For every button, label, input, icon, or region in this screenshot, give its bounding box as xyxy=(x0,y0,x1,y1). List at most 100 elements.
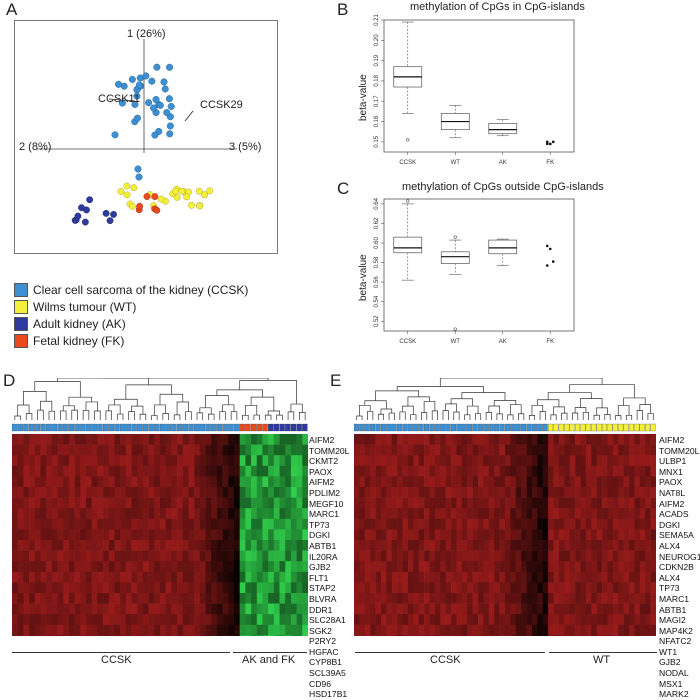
pca-point-ccsk xyxy=(152,95,160,103)
heatmap-d-cell xyxy=(256,582,263,594)
heatmap-e-cell xyxy=(569,476,576,488)
heatmap-e-sample-strip-cell xyxy=(423,423,430,432)
heatmap-d-cell xyxy=(131,476,138,488)
heatmap-e-cell xyxy=(548,614,554,626)
heatmap-e-cell xyxy=(375,561,382,573)
heatmap-e-cell xyxy=(386,518,393,530)
heatmap-e-cell xyxy=(461,561,468,573)
heatmap-d-cell xyxy=(194,529,201,541)
heatmap-d-cell xyxy=(125,465,132,477)
heatmap-d-cell xyxy=(222,603,229,615)
heatmap-e-cell xyxy=(386,593,393,604)
heatmap-d-cell xyxy=(262,603,269,615)
panel-letter-c: C xyxy=(337,179,350,198)
heatmap-d-gene-label: CYP8B1 xyxy=(309,657,342,668)
heatmap-d-dendrogram-branch xyxy=(250,396,275,412)
heatmap-e-cell xyxy=(564,529,571,541)
heatmap-e-cell xyxy=(596,624,603,636)
heatmap-d-cell xyxy=(188,540,195,551)
heatmap-d-cell xyxy=(177,593,184,604)
heatmap-e-dendrogram-branch xyxy=(364,400,387,409)
heatmap-d-cell xyxy=(80,455,87,467)
heatmap-e-cell xyxy=(629,434,635,445)
heatmap-e-cell xyxy=(456,434,463,445)
heatmap-e-cell xyxy=(629,508,635,520)
heatmap-d-cell xyxy=(17,444,24,456)
heatmap-e-cell xyxy=(623,550,630,562)
heatmap-e-cell xyxy=(451,582,457,594)
heatmap-e-sample-strip-cell xyxy=(650,423,656,432)
boxplot-b-frame xyxy=(383,19,575,153)
heatmap-e-cell xyxy=(445,561,452,573)
heatmap-e-cell xyxy=(634,508,641,520)
heatmap-d-cell xyxy=(97,582,104,594)
heatmap-e-cell xyxy=(407,603,414,615)
heatmap-e-gene-label: MNX1 xyxy=(659,466,683,477)
heatmap-d-cell xyxy=(290,561,297,573)
heatmap-d-cell xyxy=(23,497,30,509)
heatmap-e-cell xyxy=(596,518,603,530)
heatmap-d-cell xyxy=(302,508,308,520)
heatmap-d-cell xyxy=(296,508,303,520)
heatmap-d-cell xyxy=(262,593,269,604)
heatmap-e-cell xyxy=(515,550,522,562)
heatmap-e-cell xyxy=(483,593,490,604)
heatmap-e-cell xyxy=(364,582,371,594)
heatmap-e-cell xyxy=(440,571,446,583)
heatmap-e-cell xyxy=(456,614,463,626)
pca-point-wt xyxy=(206,187,214,195)
heatmap-e-cell xyxy=(558,571,565,583)
heatmap-d-cell xyxy=(199,593,206,604)
heatmap-e-cell xyxy=(391,561,398,573)
heatmap-e-cell xyxy=(402,497,409,509)
pca-point-ccsk xyxy=(118,99,126,107)
heatmap-e-cell xyxy=(580,603,587,615)
heatmap-e-dendrogram-branch xyxy=(582,411,589,420)
heatmap-e-cell xyxy=(515,444,522,456)
heatmap-e-cell xyxy=(564,614,571,626)
heatmap-d-cell xyxy=(34,635,41,636)
heatmap-e-cell xyxy=(564,518,571,530)
heatmap-e-cell xyxy=(629,624,635,636)
pca-point-ccsk xyxy=(134,165,142,173)
heatmap-d-cell xyxy=(302,603,308,615)
heatmap-e-cell xyxy=(618,444,624,456)
heatmap-e-cell xyxy=(499,540,506,551)
pca-point-ak xyxy=(83,206,90,214)
heatmap-e-cell xyxy=(505,497,511,509)
heatmap-e-cell xyxy=(397,465,403,477)
heatmap-d-gene-label: MEGF10 xyxy=(309,498,344,509)
heatmap-d-cell xyxy=(228,508,235,520)
heatmap-e-cell xyxy=(591,603,597,615)
heatmap-e-cell xyxy=(375,593,382,604)
heatmap-d-cell xyxy=(296,497,303,509)
heatmap-e-cell xyxy=(456,550,463,562)
heatmap-e-cell xyxy=(386,614,393,626)
heatmap-e-cell xyxy=(537,624,544,636)
heatmap-d-cell xyxy=(131,529,138,541)
heatmap-e-cell xyxy=(596,455,603,467)
heatmap-d-cell xyxy=(177,529,184,541)
heatmap-e-cell xyxy=(650,635,656,636)
heatmap-d-cell xyxy=(86,593,92,604)
heatmap-e-cell xyxy=(558,635,565,636)
heatmap-e-cell xyxy=(623,444,630,456)
heatmap-e-dendrogram-branch xyxy=(377,413,385,420)
pca-point-wt xyxy=(117,188,125,195)
heatmap-d-cell xyxy=(80,550,87,562)
heatmap-d-cell xyxy=(80,487,87,498)
heatmap-e-cell xyxy=(639,550,646,562)
heatmap-d-cell xyxy=(188,455,195,467)
heatmap-d-cell xyxy=(91,614,98,626)
heatmap-e-cell xyxy=(645,550,651,562)
heatmap-e-sample-strip-cell xyxy=(429,423,435,432)
heatmap-e-cell xyxy=(397,603,403,615)
heatmap-d-dendrogram-branch xyxy=(208,413,215,420)
heatmap-e-dendrogram-branch xyxy=(431,410,438,420)
heatmap-e-sample-strip-cell xyxy=(488,423,494,432)
heatmap-d-cell xyxy=(86,529,92,541)
heatmap-d-cell xyxy=(228,561,235,573)
heatmap-d-cell xyxy=(120,571,127,583)
heatmap-e-dendrogram-branch xyxy=(396,386,484,393)
